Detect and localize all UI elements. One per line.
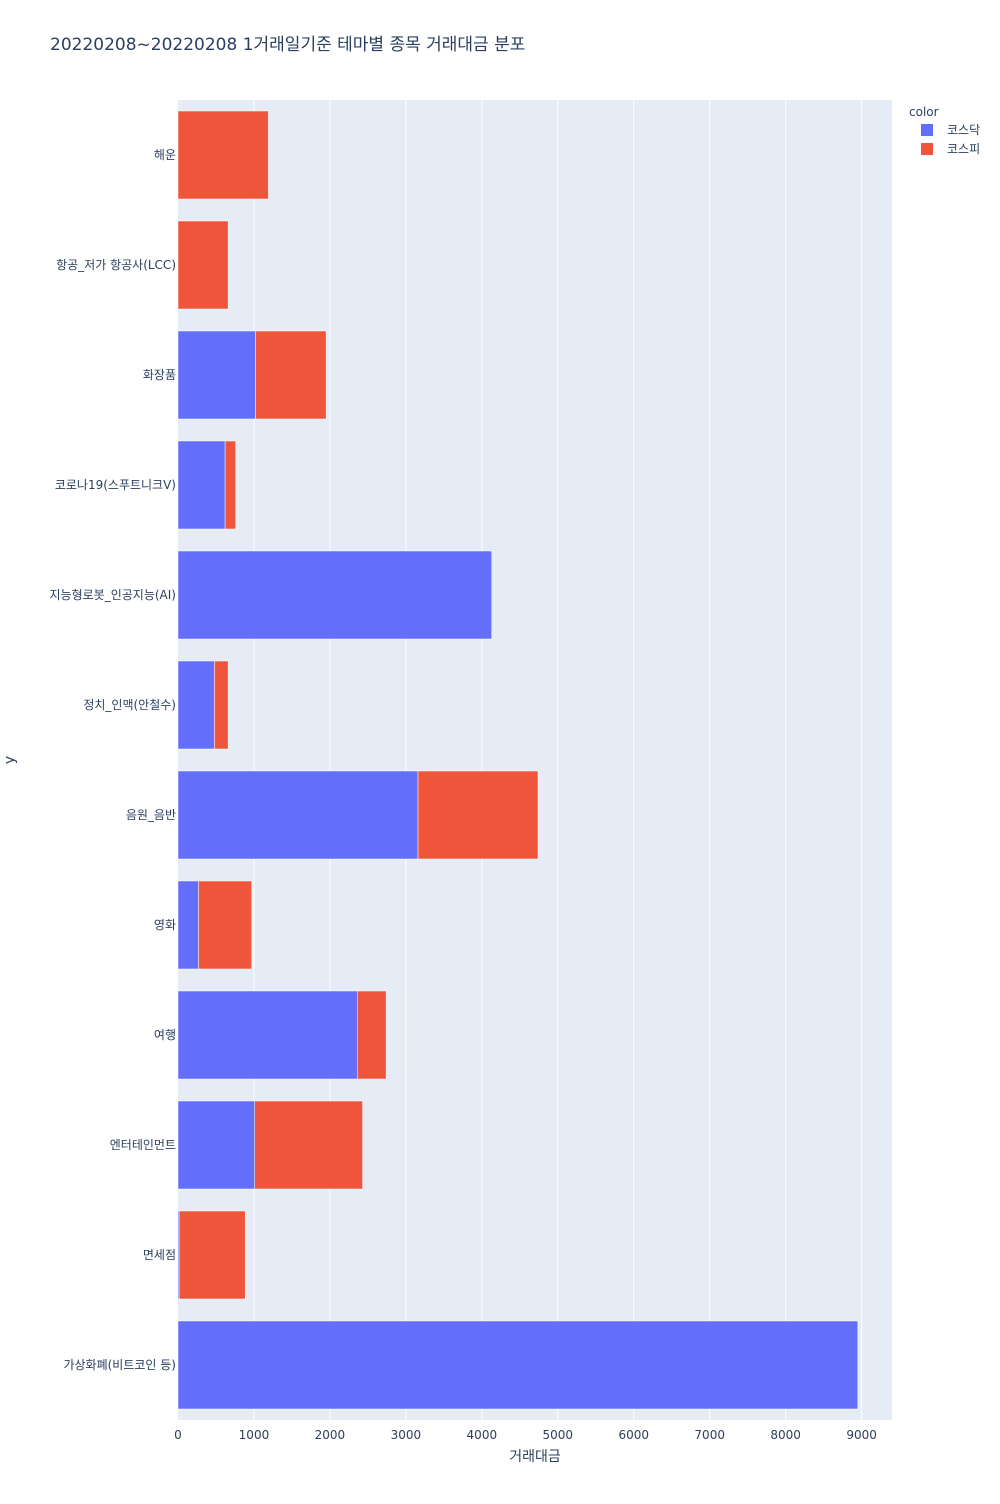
y-tick-label: 항공_저가 항공사(LCC) — [56, 258, 176, 272]
x-tick-label: 3000 — [391, 1428, 422, 1442]
bar-kospi[interactable] — [224, 440, 236, 530]
bar-kosdaq[interactable] — [177, 880, 199, 970]
gridlines — [253, 100, 863, 1420]
plot-area — [178, 100, 892, 1420]
y-tick-label: 정치_인맥(안철수) — [83, 698, 176, 712]
x-tick-label: 6000 — [618, 1428, 649, 1442]
bar-kospi[interactable] — [177, 110, 269, 200]
bar-kospi[interactable] — [417, 770, 539, 860]
x-tick-label: 8000 — [770, 1428, 801, 1442]
y-tick-label: 화장품 — [143, 368, 176, 382]
y-tick-label: 가상화폐(비트코인 등) — [63, 1358, 176, 1372]
y-tick-label: 지능형로봇_인공지능(AI) — [50, 588, 176, 602]
bar-kosdaq[interactable] — [177, 550, 492, 640]
bar-kospi[interactable] — [357, 990, 387, 1080]
y-tick-label: 영화 — [154, 918, 176, 932]
bar-kosdaq[interactable] — [177, 440, 226, 530]
x-tick-label: 4000 — [467, 1428, 498, 1442]
bar-kosdaq[interactable] — [177, 330, 256, 420]
y-axis-title: y — [2, 756, 18, 764]
bar-kospi[interactable] — [214, 660, 229, 750]
y-tick-label: 엔터테인먼트 — [110, 1138, 176, 1152]
x-tick-label: 9000 — [846, 1428, 877, 1442]
bar-kospi[interactable] — [177, 220, 229, 310]
bar-kosdaq[interactable] — [177, 660, 215, 750]
legend-label[interactable]: 코스피 — [947, 142, 980, 156]
chart-title: 20220208~20220208 1거래일기준 테마별 종목 거래대금 분포 — [50, 35, 525, 55]
y-tick-label: 여행 — [154, 1027, 176, 1042]
bar-kosdaq[interactable] — [177, 1100, 255, 1190]
x-axis-title: 거래대금 — [509, 1449, 561, 1465]
x-tick-label: 7000 — [694, 1428, 725, 1442]
legend-swatch[interactable] — [921, 143, 933, 155]
bar-kosdaq[interactable] — [177, 770, 419, 860]
x-tick-label: 5000 — [543, 1428, 574, 1442]
bar-kospi[interactable] — [254, 1100, 363, 1190]
bar-kospi[interactable] — [178, 1210, 246, 1300]
y-tick-label: 면세점 — [143, 1248, 176, 1262]
legend-swatch[interactable] — [921, 124, 933, 136]
bar-kospi[interactable] — [255, 330, 327, 420]
y-tick-label: 음원_음반 — [126, 808, 176, 822]
bar-kospi[interactable] — [198, 880, 252, 970]
x-tick-label: 0 — [174, 1428, 182, 1442]
x-tick-label: 2000 — [315, 1428, 346, 1442]
x-tick-label: 1000 — [239, 1428, 270, 1442]
legend-title: color — [909, 105, 939, 119]
bar-kosdaq[interactable] — [177, 990, 358, 1080]
legend-label[interactable]: 코스닥 — [947, 123, 980, 137]
bar-kosdaq[interactable] — [177, 1320, 859, 1410]
x-axis-tick-labels: 0 1000 2000 3000 4000 5000 6000 7000 8000 9000 — [174, 1428, 877, 1442]
y-tick-label: 해운 — [154, 148, 176, 162]
bars — [177, 110, 859, 1410]
y-tick-label: 코로나19(스푸트니크V) — [55, 478, 176, 492]
